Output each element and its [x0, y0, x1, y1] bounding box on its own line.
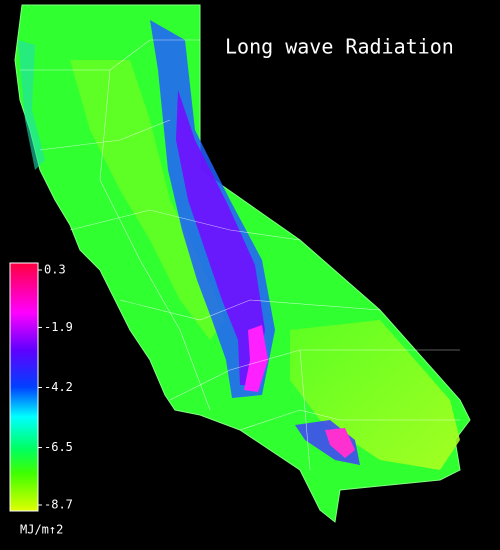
map-title: Long wave Radiation: [225, 35, 454, 59]
san-jacinto-peak: [325, 428, 355, 458]
colorbar-tick-label: -6.5: [44, 440, 73, 454]
desert-region: [290, 320, 460, 470]
colorbar-tick-label: -4.2: [44, 380, 73, 394]
sierra-core: [176, 90, 265, 385]
county-lines: [20, 39, 460, 471]
county-line: [69, 209, 301, 241]
county-line: [20, 39, 200, 71]
colorbar-tick-label: -1.9: [44, 320, 73, 334]
county-line: [99, 69, 211, 411]
county-line: [239, 409, 460, 431]
colorbar-gradient: [9, 262, 39, 512]
california-map: [14, 4, 471, 523]
coastal-cyan: [18, 40, 45, 170]
colorbar: MJ/m↑2 0.3 -1.9 -4.2 -6.5 -8.7: [9, 262, 73, 537]
county-line: [119, 299, 381, 321]
county-line: [299, 349, 311, 471]
county-line: [39, 119, 171, 151]
central-valley: [70, 60, 225, 340]
county-line: [169, 349, 460, 401]
high-sierra-peak: [244, 325, 268, 392]
colorbar-tick-label: 0.3: [44, 263, 66, 277]
colorbar-tick-label: -8.7: [44, 498, 73, 512]
colorbar-unit: MJ/m↑2: [20, 523, 63, 537]
